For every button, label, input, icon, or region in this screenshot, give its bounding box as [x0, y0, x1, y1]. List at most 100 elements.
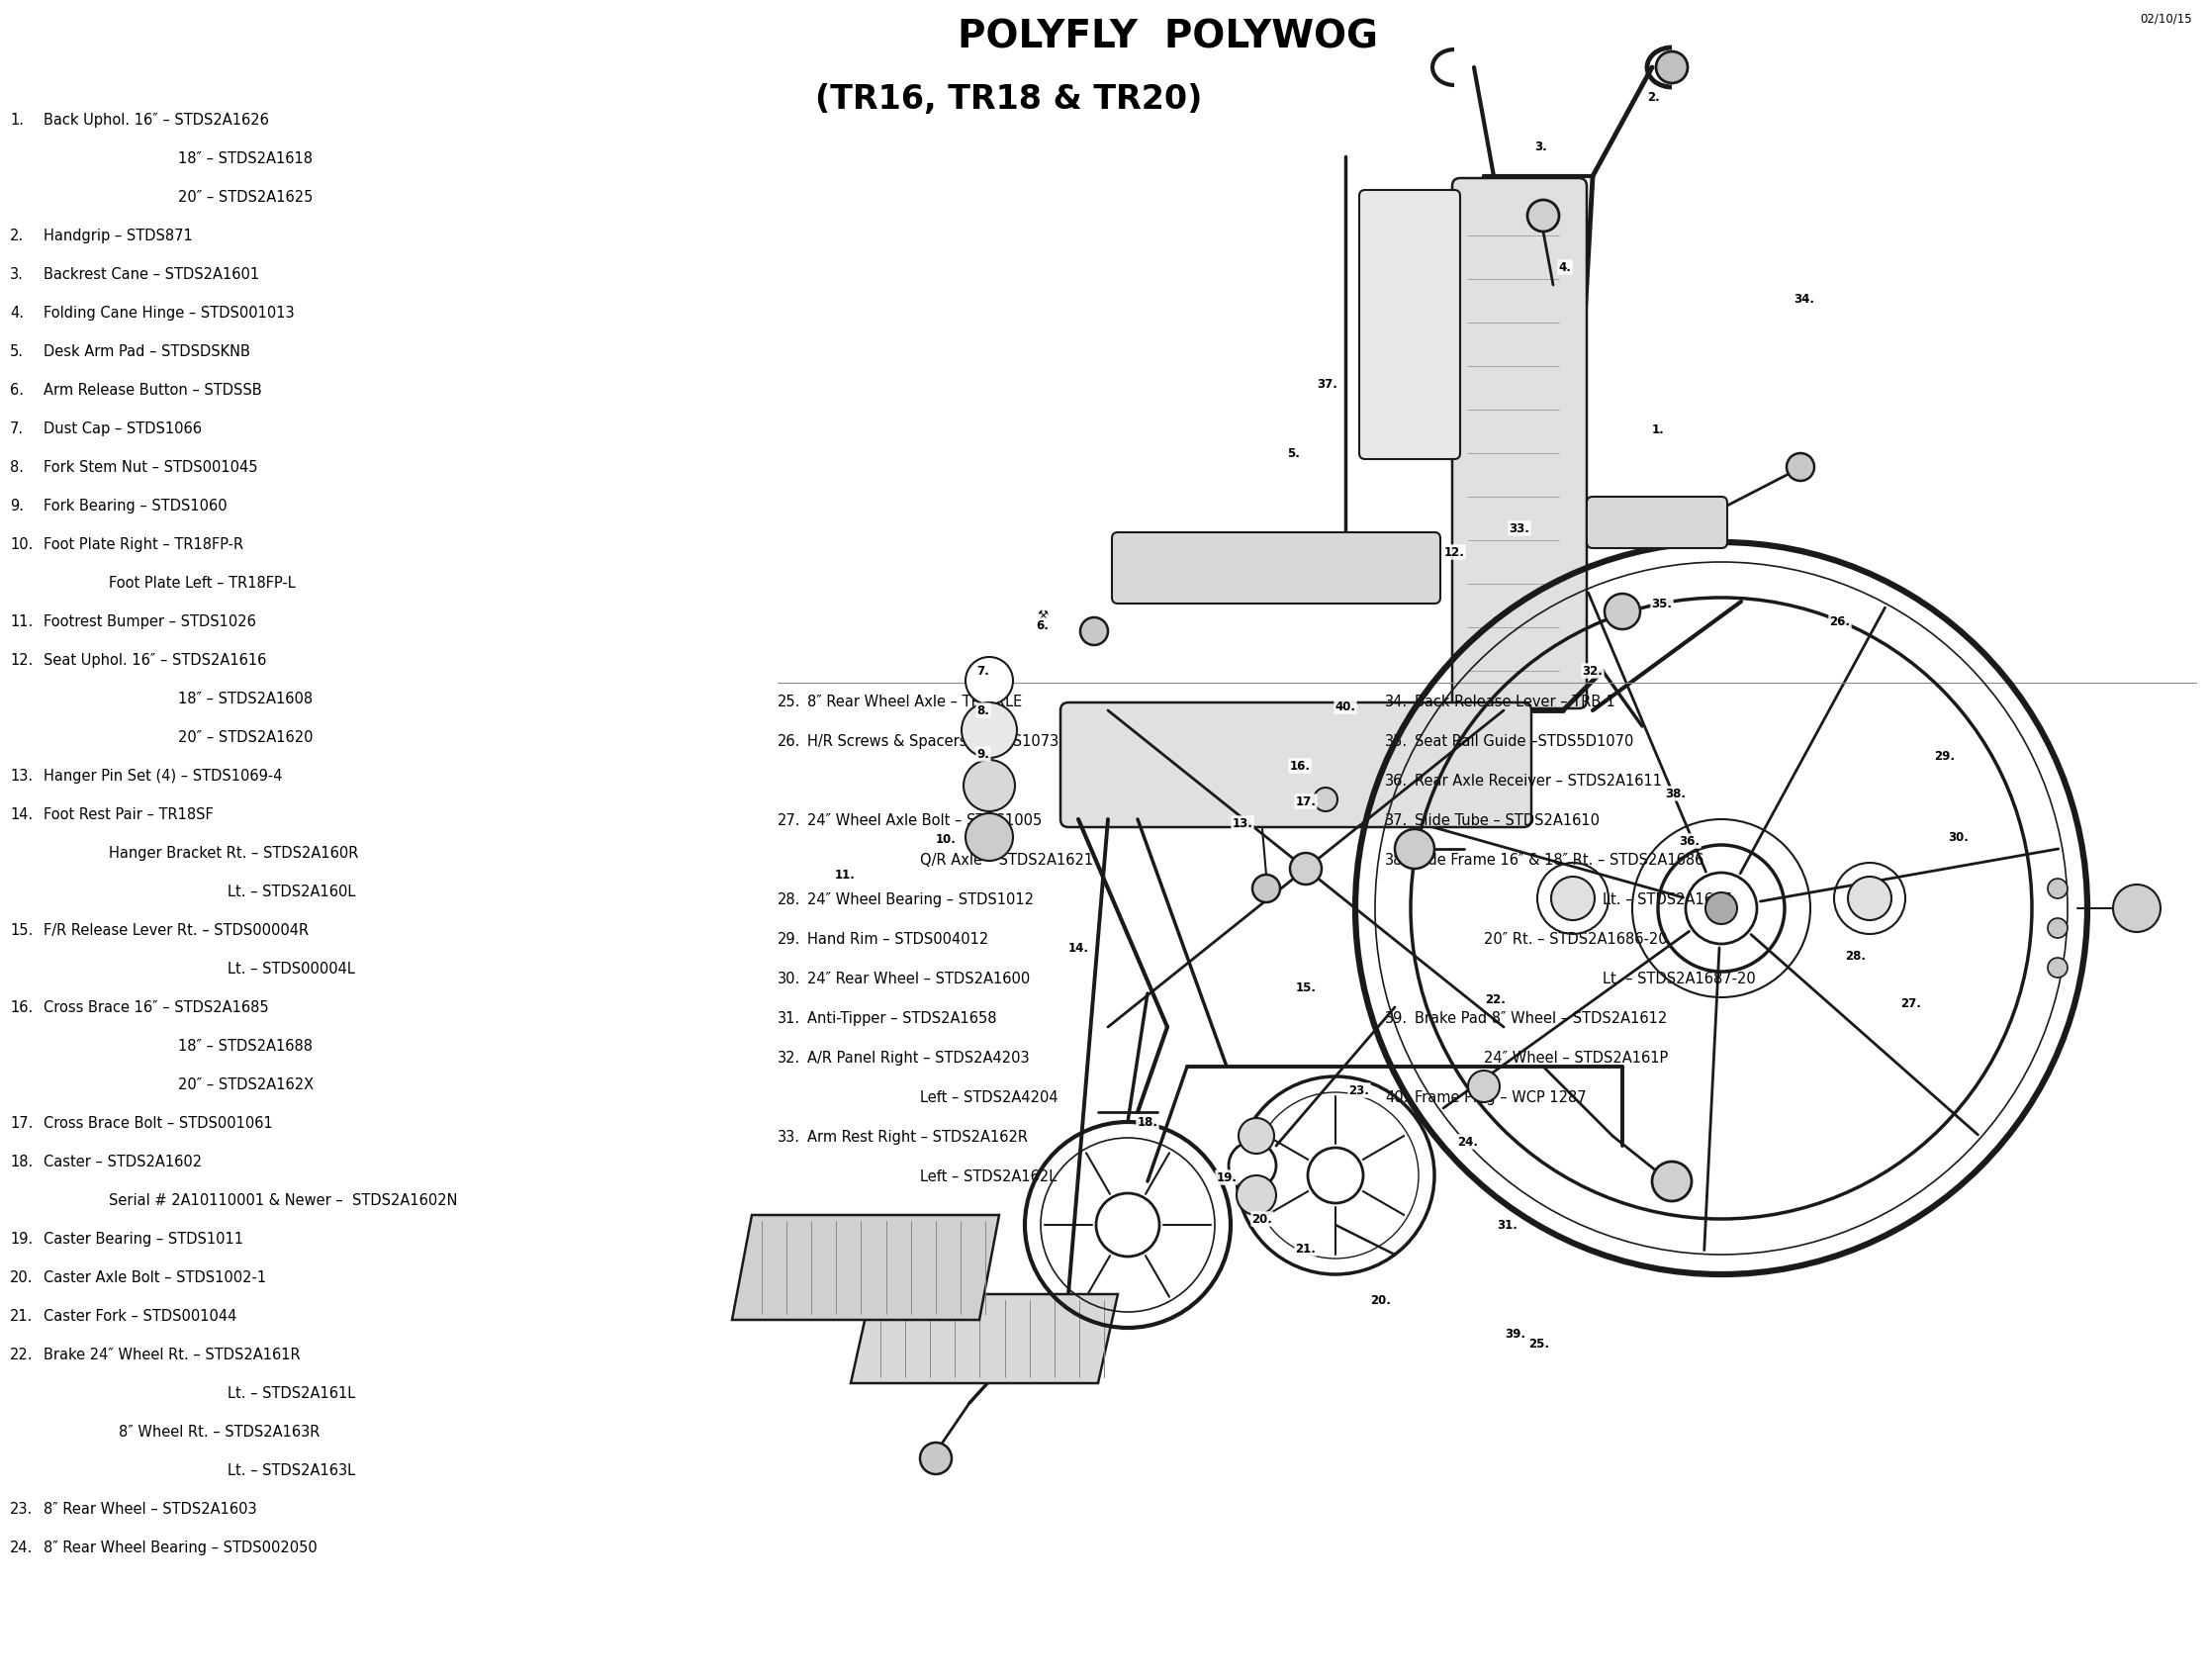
- Text: 24″ Rear Wheel – STDS2A1600: 24″ Rear Wheel – STDS2A1600: [808, 971, 1031, 986]
- Text: Serial # 2A10110001 & Newer –  STDS2A1602N: Serial # 2A10110001 & Newer – STDS2A1602…: [108, 1193, 457, 1208]
- Text: Foot Rest Pair – TR18SF: Foot Rest Pair – TR18SF: [44, 808, 214, 822]
- Text: Lt. – STDS2A163L: Lt. – STDS2A163L: [227, 1463, 355, 1478]
- Text: 8″ Rear Wheel Axle – TR-AXLE: 8″ Rear Wheel Axle – TR-AXLE: [808, 694, 1022, 709]
- Circle shape: [921, 1443, 952, 1475]
- Circle shape: [1239, 1117, 1274, 1154]
- Text: 17.: 17.: [9, 1116, 33, 1131]
- Text: Hanger Pin Set (4) – STDS1069-4: Hanger Pin Set (4) – STDS1069-4: [44, 769, 283, 783]
- Text: 8″ Rear Wheel Bearing – STDS002050: 8″ Rear Wheel Bearing – STDS002050: [44, 1541, 318, 1556]
- Text: Folding Cane Hinge – STDS001013: Folding Cane Hinge – STDS001013: [44, 306, 294, 321]
- Text: 36.: 36.: [1384, 774, 1409, 788]
- Text: 34.: 34.: [1793, 292, 1815, 306]
- Text: 3.: 3.: [9, 267, 24, 282]
- Text: 14.: 14.: [9, 808, 33, 822]
- Text: 5.: 5.: [9, 344, 24, 360]
- Text: 18″ – STDS2A1608: 18″ – STDS2A1608: [179, 692, 314, 706]
- Text: 9.: 9.: [9, 499, 24, 514]
- Text: 15.: 15.: [1296, 981, 1316, 995]
- Circle shape: [1552, 877, 1594, 921]
- Text: 18.: 18.: [1137, 1116, 1157, 1129]
- Text: Brake 24″ Wheel Rt. – STDS2A161R: Brake 24″ Wheel Rt. – STDS2A161R: [44, 1347, 300, 1362]
- Polygon shape: [850, 1294, 1117, 1383]
- Text: 12.: 12.: [1444, 546, 1464, 558]
- Circle shape: [1652, 1161, 1691, 1201]
- Text: Foot Plate Right – TR18FP-R: Foot Plate Right – TR18FP-R: [44, 538, 243, 553]
- Text: 25.: 25.: [777, 694, 802, 709]
- Text: 24″ Wheel Bearing – STDS1012: 24″ Wheel Bearing – STDS1012: [808, 892, 1033, 907]
- Text: 37.: 37.: [1384, 813, 1409, 828]
- Text: 20″ – STDS2A1620: 20″ – STDS2A1620: [179, 731, 314, 744]
- Text: Seat Uphol. 16″ – STDS2A1616: Seat Uphol. 16″ – STDS2A1616: [44, 654, 267, 669]
- Text: Caster Fork – STDS001044: Caster Fork – STDS001044: [44, 1309, 236, 1324]
- FancyBboxPatch shape: [1113, 533, 1440, 603]
- Text: 36.: 36.: [1680, 835, 1700, 847]
- Text: 17.: 17.: [1296, 795, 1316, 808]
- Text: 27.: 27.: [1901, 996, 1921, 1010]
- Text: Arm Rest Right – STDS2A162R: Arm Rest Right – STDS2A162R: [808, 1131, 1029, 1144]
- Text: 16.: 16.: [9, 1000, 33, 1015]
- Text: 31.: 31.: [1497, 1218, 1517, 1231]
- Text: Hand Rim – STDS004012: Hand Rim – STDS004012: [808, 932, 989, 948]
- Text: 33.: 33.: [777, 1131, 799, 1144]
- Text: H/R Screws & Spacers – STDS1073: H/R Screws & Spacers – STDS1073: [808, 734, 1060, 749]
- Text: 21.: 21.: [1296, 1242, 1316, 1255]
- Text: Frame Plug – WCP 1287: Frame Plug – WCP 1287: [1415, 1090, 1585, 1105]
- Text: 4.: 4.: [9, 306, 24, 321]
- Circle shape: [1705, 892, 1738, 924]
- Circle shape: [965, 813, 1013, 860]
- Circle shape: [2047, 919, 2067, 937]
- Text: 19.: 19.: [9, 1231, 33, 1247]
- Text: 31.: 31.: [777, 1011, 802, 1026]
- Text: Back Uphol. 16″ – STDS2A1626: Back Uphol. 16″ – STDS2A1626: [44, 113, 269, 128]
- Text: Lt. – STDS2A1687-20: Lt. – STDS2A1687-20: [1603, 971, 1755, 986]
- Circle shape: [1395, 830, 1435, 869]
- Text: Desk Arm Pad – STDSDSKNB: Desk Arm Pad – STDSDSKNB: [44, 344, 250, 360]
- Text: 1.: 1.: [1652, 423, 1665, 435]
- Text: 10.: 10.: [936, 833, 956, 845]
- Text: 6.: 6.: [1036, 618, 1049, 632]
- Text: 27.: 27.: [777, 813, 802, 828]
- Text: Lt. – STDS2A160L: Lt. – STDS2A160L: [227, 885, 355, 899]
- Text: Handgrip – STDS871: Handgrip – STDS871: [44, 228, 192, 244]
- Text: 8.: 8.: [9, 460, 24, 475]
- Text: Left – STDS2A162L: Left – STDS2A162L: [921, 1169, 1058, 1184]
- Circle shape: [2113, 885, 2159, 932]
- Text: 7.: 7.: [9, 422, 24, 437]
- Text: Lt. – STDS2A1687: Lt. – STDS2A1687: [1603, 892, 1731, 907]
- Circle shape: [1314, 788, 1338, 811]
- Text: 9.: 9.: [976, 748, 989, 761]
- Text: 39.: 39.: [1506, 1327, 1526, 1341]
- Text: Foot Plate Left – TR18FP-L: Foot Plate Left – TR18FP-L: [108, 576, 296, 591]
- Text: 18.: 18.: [9, 1154, 33, 1169]
- Circle shape: [1528, 200, 1559, 232]
- Text: 34.: 34.: [1384, 694, 1409, 709]
- Text: 02/10/15: 02/10/15: [2140, 12, 2193, 25]
- Text: 29.: 29.: [1934, 749, 1956, 763]
- Text: 2.: 2.: [9, 228, 24, 244]
- Text: Slide Tube – STDS2A1610: Slide Tube – STDS2A1610: [1415, 813, 1599, 828]
- Text: A/R Panel Right – STDS2A4203: A/R Panel Right – STDS2A4203: [808, 1050, 1029, 1065]
- Circle shape: [1228, 1142, 1276, 1189]
- FancyBboxPatch shape: [1588, 497, 1727, 548]
- Text: 24.: 24.: [9, 1541, 33, 1556]
- Text: 38.: 38.: [1384, 853, 1409, 867]
- Text: Seat Rail Guide –STDS5D1070: Seat Rail Guide –STDS5D1070: [1415, 734, 1634, 749]
- Text: 30.: 30.: [1947, 830, 1970, 843]
- Text: Left – STDS2A4204: Left – STDS2A4204: [921, 1090, 1058, 1105]
- Text: 8.: 8.: [976, 704, 989, 717]
- Circle shape: [1468, 1070, 1499, 1102]
- Text: Side Frame 16″ & 18″ Rt. – STDS2A1686: Side Frame 16″ & 18″ Rt. – STDS2A1686: [1415, 853, 1705, 867]
- Circle shape: [2047, 958, 2067, 978]
- Circle shape: [1656, 52, 1687, 82]
- Text: Lt. – STDS00004L: Lt. – STDS00004L: [227, 961, 355, 976]
- Text: 3.: 3.: [1535, 139, 1548, 153]
- Text: 22.: 22.: [9, 1347, 33, 1362]
- Text: 33.: 33.: [1508, 522, 1530, 534]
- Text: Caster Axle Bolt – STDS1002-1: Caster Axle Bolt – STDS1002-1: [44, 1270, 267, 1285]
- Text: Backrest Cane – STDS2A1601: Backrest Cane – STDS2A1601: [44, 267, 258, 282]
- Text: 15.: 15.: [9, 922, 33, 937]
- Text: 18″ – STDS2A1688: 18″ – STDS2A1688: [179, 1038, 314, 1053]
- FancyBboxPatch shape: [1360, 190, 1459, 459]
- Circle shape: [2047, 879, 2067, 899]
- Text: 12.: 12.: [9, 654, 33, 669]
